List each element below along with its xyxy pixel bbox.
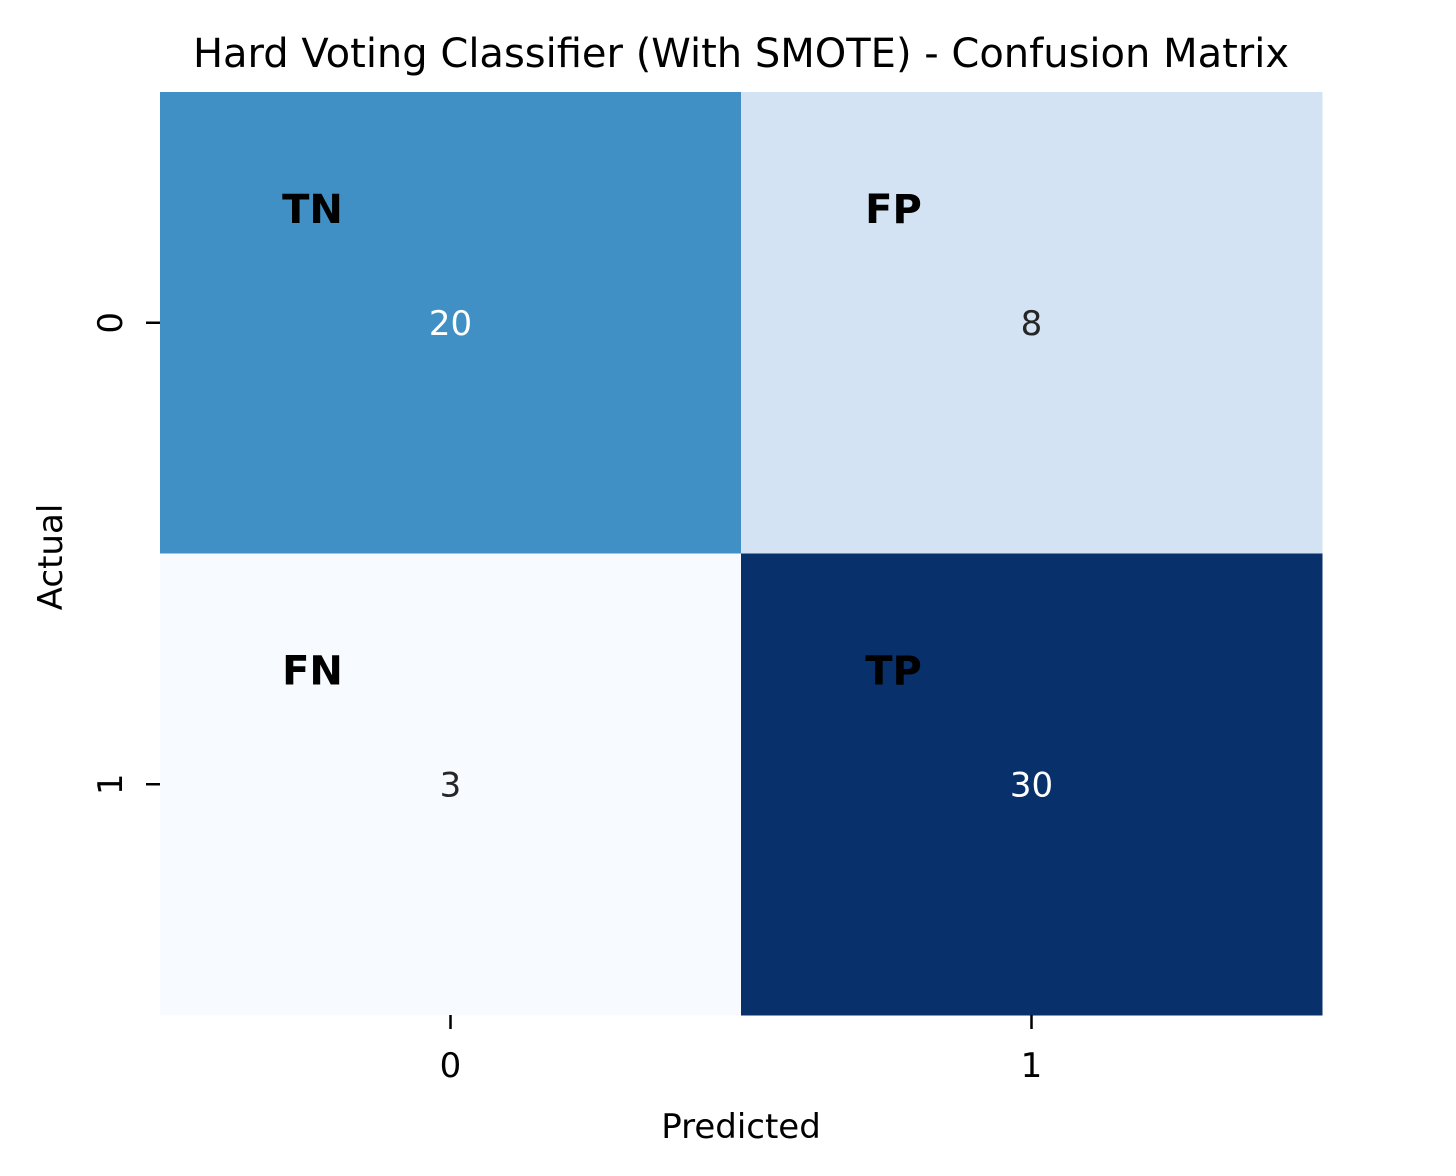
heatmap-cell-0-0 [160,92,742,554]
cell-tag-fp: FP [865,187,922,233]
cell-value-0-1: 8 [1021,304,1043,344]
x-tick-label-1: 1 [1021,1046,1043,1086]
y-axis: 01 [91,312,160,795]
heatmap-cells: 20 TN 8 FP 3 FN 30 TP [160,92,1323,1016]
x-axis-label: Predicted [661,1107,821,1147]
y-axis-label: Actual [31,504,71,611]
y-tick-label-0: 0 [91,312,131,334]
cell-tag-tn: TN [282,187,343,233]
chart-title: Hard Voting Classifier (With SMOTE) - Co… [193,31,1289,77]
heatmap-cell-0-1 [741,92,1323,554]
heatmap-cell-1-0 [160,553,742,1016]
cell-tag-fn: FN [282,648,343,694]
cell-tag-tp: TP [865,648,922,694]
cell-value-1-1: 30 [1010,765,1053,805]
cell-value-1-0: 3 [440,765,462,805]
x-tick-label-0: 0 [440,1046,462,1086]
heatmap-cell-1-1 [741,553,1323,1016]
y-tick-label-1: 1 [91,773,131,795]
cell-value-0-0: 20 [429,304,472,344]
